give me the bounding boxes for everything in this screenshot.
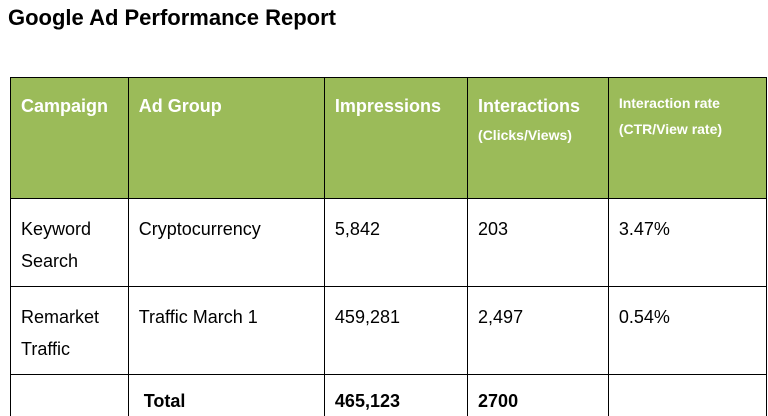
cell-total-label: Total xyxy=(127,374,325,416)
header-campaign: Campaign xyxy=(10,77,129,199)
total-row: Total 465,123 2700 xyxy=(10,374,768,416)
header-interactions-sublabel: (Clicks/Views) xyxy=(478,127,572,143)
header-impressions: Impressions xyxy=(323,77,469,199)
table-row: Keyword Search Cryptocurrency 5,842 203 … xyxy=(10,198,768,287)
cell-campaign: Remarket Traffic xyxy=(10,286,129,375)
header-ad-group-label: Ad Group xyxy=(138,96,222,116)
cell-interaction-rate: 0.54% xyxy=(607,286,768,375)
cell-ad-group: Traffic March 1 xyxy=(127,286,325,375)
cell-total-rate-empty xyxy=(607,374,768,416)
header-ad-group: Ad Group xyxy=(127,77,325,199)
cell-campaign: Keyword Search xyxy=(10,198,129,287)
cell-impressions: 5,842 xyxy=(323,198,469,287)
report-title: Google Ad Performance Report xyxy=(8,5,337,30)
cell-total-empty xyxy=(10,374,129,416)
cell-total-interactions: 2700 xyxy=(467,374,609,416)
performance-table: Campaign Ad Group Impressions Interactio… xyxy=(10,77,768,416)
cell-impressions: 459,281 xyxy=(323,286,469,375)
cell-total-impressions: 465,123 xyxy=(323,374,469,416)
header-interactions: Interactions (Clicks/Views) xyxy=(467,77,609,199)
table-row: Remarket Traffic Traffic March 1 459,281… xyxy=(10,286,768,375)
header-impressions-label: Impressions xyxy=(334,96,441,116)
header-interaction-rate-label: Interaction rate xyxy=(618,95,720,111)
header-campaign-label: Campaign xyxy=(21,96,109,116)
cell-ad-group: Cryptocurrency xyxy=(127,198,325,287)
cell-interactions: 203 xyxy=(467,198,609,287)
header-interaction-rate-sublabel: (CTR/View rate) xyxy=(618,121,723,137)
header-row: Campaign Ad Group Impressions Interactio… xyxy=(10,77,768,199)
cell-interaction-rate: 3.47% xyxy=(607,198,768,287)
header-interactions-label: Interactions xyxy=(478,96,581,116)
cell-interactions: 2,497 xyxy=(467,286,609,375)
header-interaction-rate: Interaction rate (CTR/View rate) xyxy=(607,77,768,199)
